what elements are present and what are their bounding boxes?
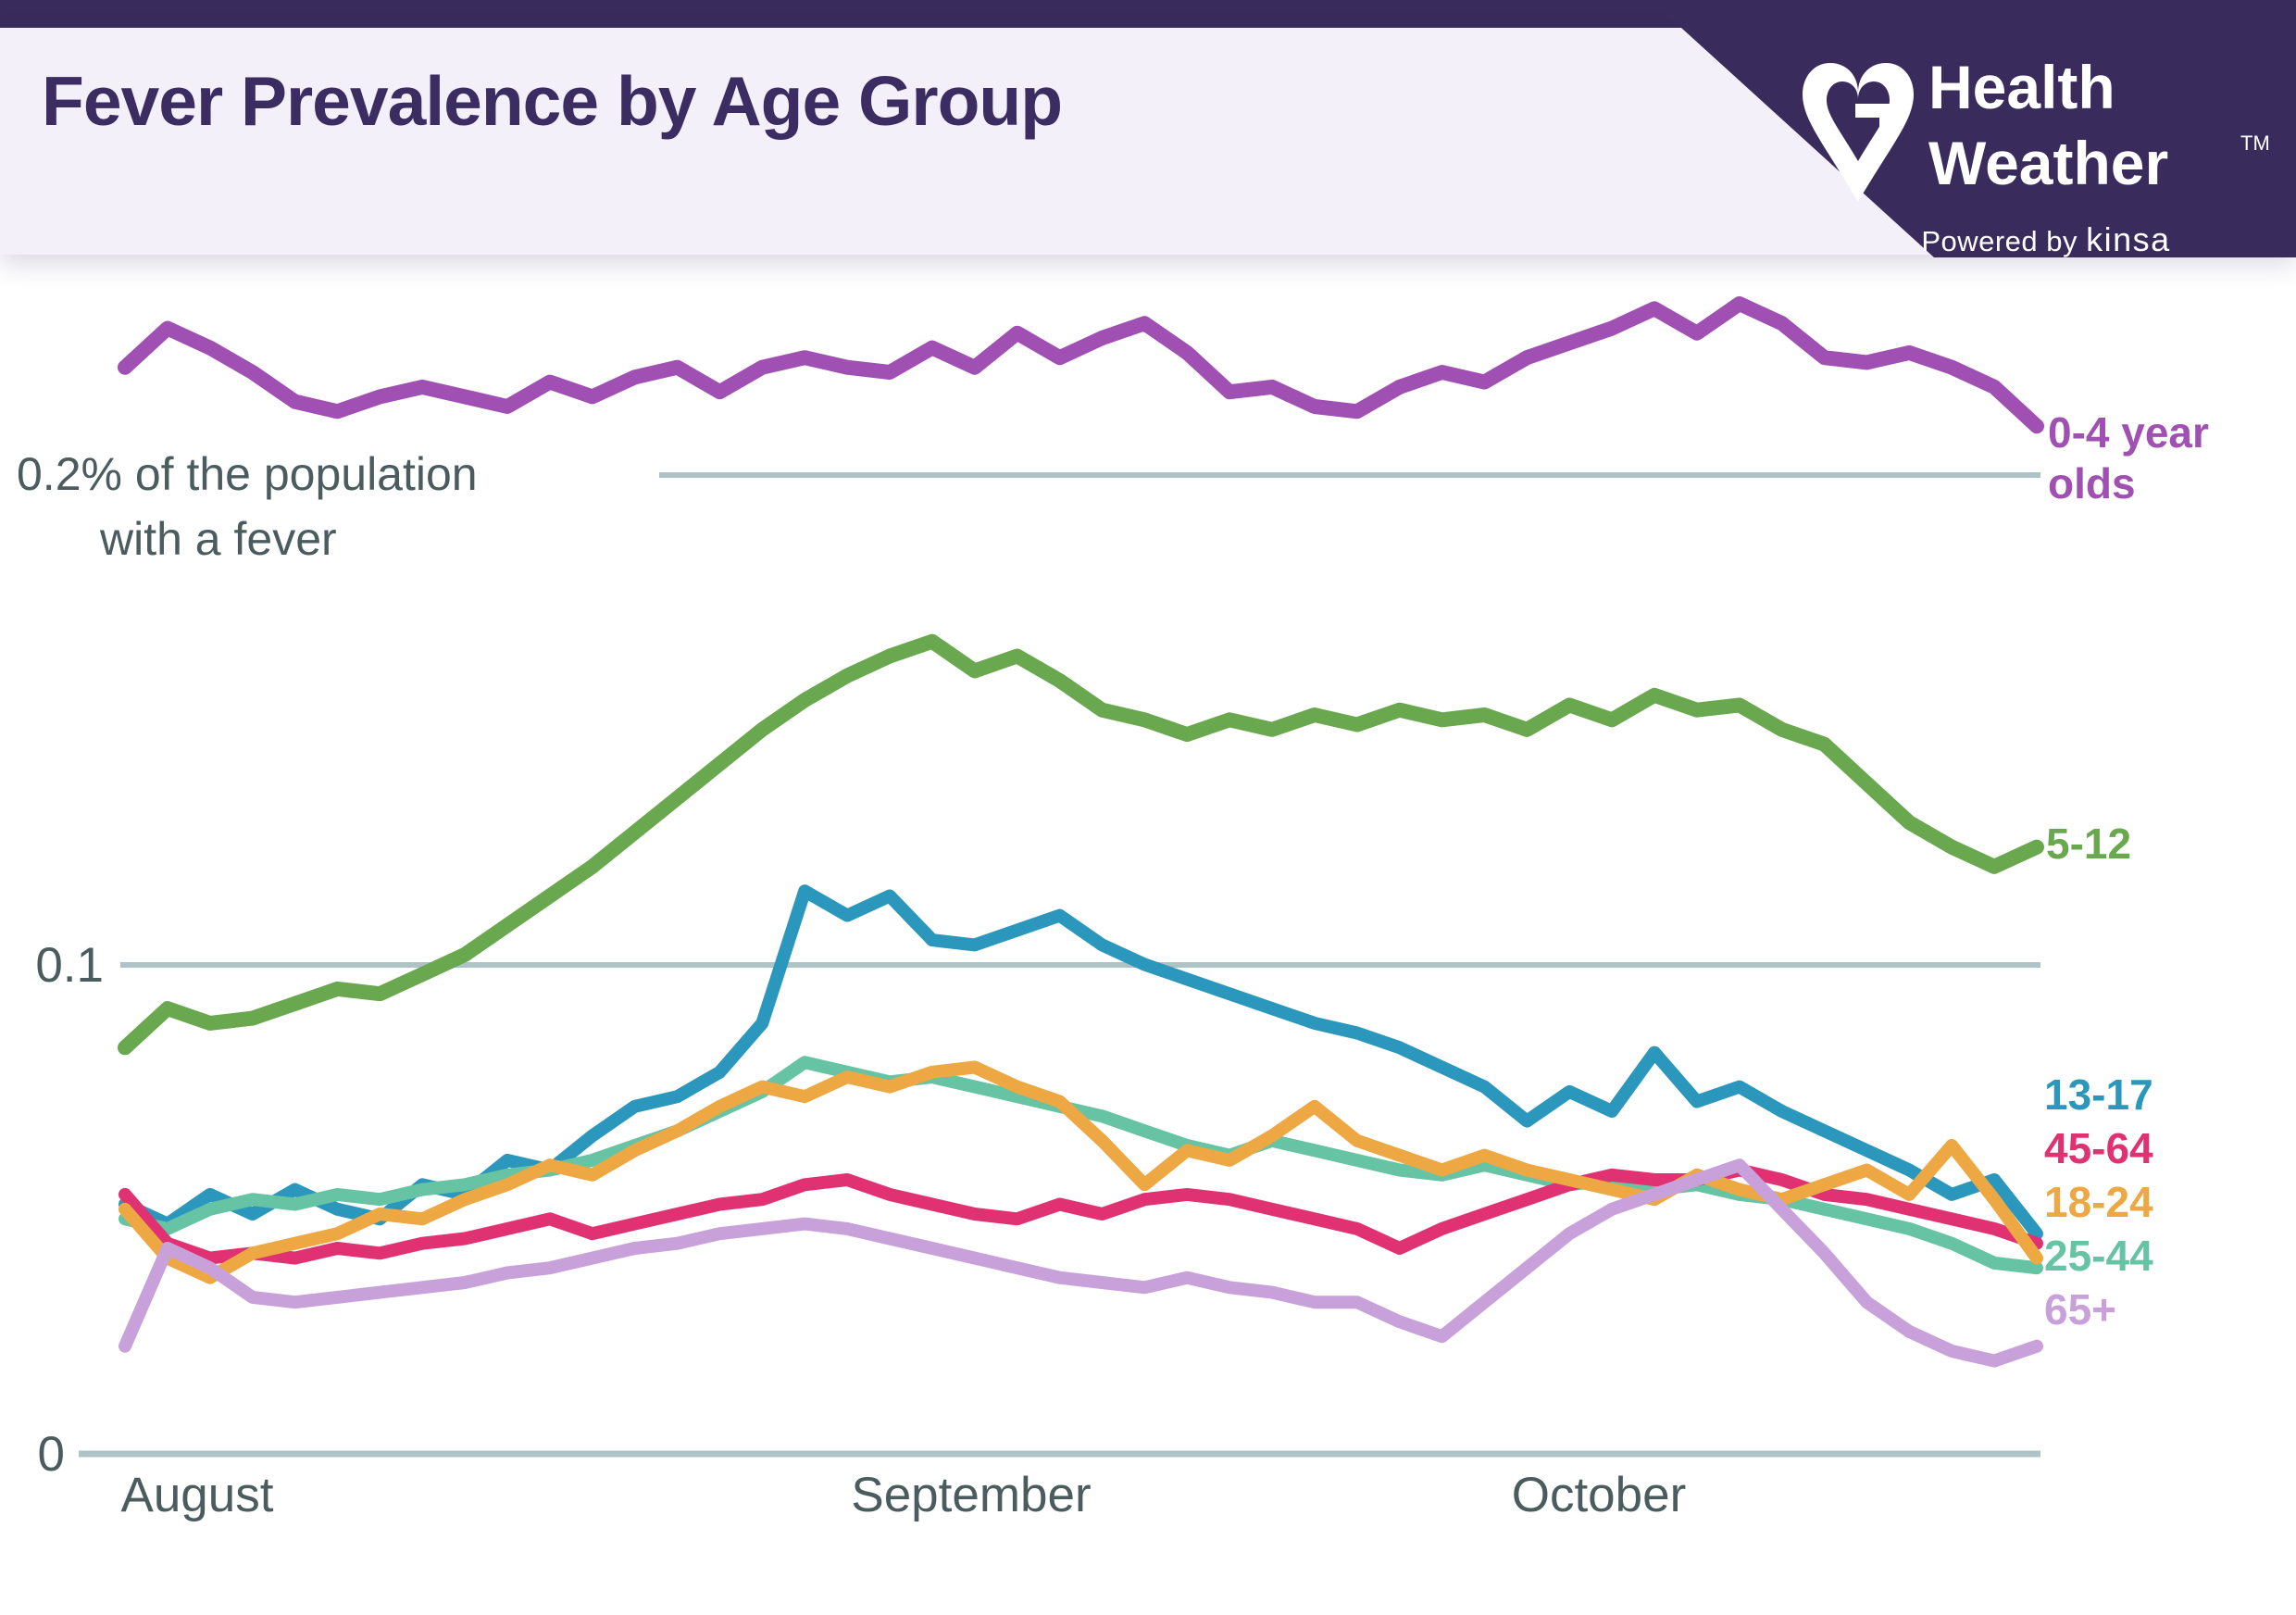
y-axis-annotation-line1: 0.2% of the population (17, 448, 478, 500)
series-line-18-24 (119, 1060, 2043, 1284)
legend-5-12: 5-12 (2046, 820, 2132, 868)
series-line-65plus (119, 1158, 2043, 1368)
legend-65-plus: 65+ (2044, 1285, 2117, 1333)
legend-13-17: 13-17 (2044, 1070, 2153, 1119)
legend-0-4-line1: 0-4 year (2048, 408, 2209, 457)
series-line-25-44 (119, 1056, 2043, 1275)
legend-25-44: 25-44 (2044, 1232, 2153, 1280)
legend-45-64: 45-64 (2044, 1124, 2153, 1172)
heart-g-logo-icon (1803, 63, 1914, 202)
legend-0-4-line2: olds (2048, 459, 2136, 507)
x-tick-august: August (120, 1468, 274, 1522)
y-tick-0-1: 0.1 (35, 938, 104, 993)
banner-ribbon (1651, 0, 2296, 257)
x-tick-september: September (851, 1468, 1092, 1522)
legend-18-24: 18-24 (2044, 1178, 2153, 1226)
brand-banner (1651, 0, 2296, 257)
powered-by-kinsa: Powered by kinsa (1815, 220, 2277, 259)
powered-by-prefix: Powered by (1921, 225, 2087, 257)
trademark-mark: TM (2240, 131, 2270, 155)
brand-name-line1: Health (1928, 53, 2115, 121)
kinsa-wordmark: kinsa (2086, 220, 2171, 258)
brand-name-line2: Weather (1928, 129, 2169, 197)
series-line-0-4 (118, 296, 2044, 434)
legend-0-4-year-olds: 0-4 year olds (2048, 407, 2209, 509)
page-title: Fever Prevalence by Age Group (42, 62, 1063, 140)
y-tick-0: 0 (37, 1427, 65, 1482)
series-line-5-12 (118, 633, 2044, 1056)
x-tick-october: October (1511, 1468, 1687, 1522)
y-axis-annotation-line2: with a fever (100, 513, 337, 565)
